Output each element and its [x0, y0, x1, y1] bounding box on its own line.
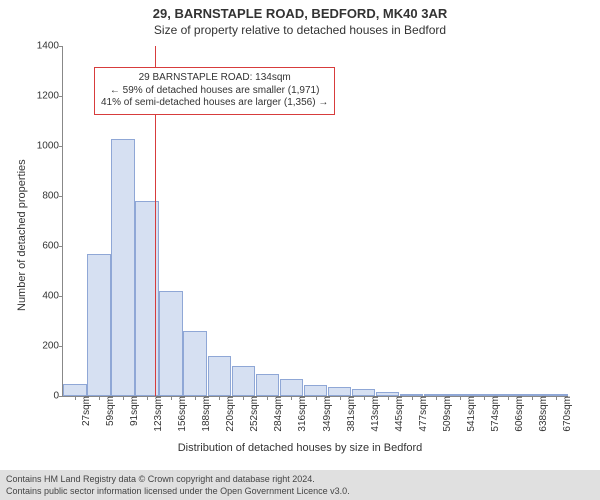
xtick-label: 574sqm	[488, 396, 501, 432]
x-axis-label: Distribution of detached houses by size …	[0, 442, 600, 454]
xtick-label: 381sqm	[344, 396, 357, 432]
histogram-bar	[280, 379, 304, 397]
histogram-bar	[352, 389, 376, 397]
chart-container: 29, BARNSTAPLE ROAD, BEDFORD, MK40 3AR S…	[0, 0, 600, 500]
annotation-box: 29 BARNSTAPLE ROAD: 134sqm← 59% of detac…	[94, 67, 335, 115]
histogram-bar	[256, 374, 280, 397]
xtick-mark	[412, 396, 413, 400]
xtick-mark	[195, 396, 196, 400]
xtick-label: 188sqm	[199, 396, 212, 432]
xtick-label: 91sqm	[127, 396, 140, 426]
xtick-mark	[460, 396, 461, 400]
xtick-label: 541sqm	[464, 396, 477, 432]
xtick-label: 477sqm	[416, 396, 429, 432]
xtick-mark	[147, 396, 148, 400]
ytick-mark	[59, 96, 63, 97]
xtick-mark	[436, 396, 437, 400]
xtick-mark	[219, 396, 220, 400]
histogram-bar	[63, 384, 87, 397]
xtick-label: 59sqm	[103, 396, 116, 426]
ytick-mark	[59, 246, 63, 247]
y-axis-label: Number of detached properties	[16, 159, 28, 311]
xtick-mark	[556, 396, 557, 400]
xtick-label: 413sqm	[368, 396, 381, 432]
xtick-mark	[364, 396, 365, 400]
histogram-bar	[208, 356, 232, 396]
xtick-mark	[532, 396, 533, 400]
xtick-mark	[291, 396, 292, 400]
annotation-line: 29 BARNSTAPLE ROAD: 134sqm	[101, 72, 328, 85]
xtick-label: 27sqm	[79, 396, 92, 426]
footer: Contains HM Land Registry data © Crown c…	[0, 470, 600, 500]
xtick-mark	[316, 396, 317, 400]
ytick-mark	[59, 46, 63, 47]
histogram-bar	[232, 366, 256, 396]
xtick-label: 445sqm	[392, 396, 405, 432]
xtick-label: 606sqm	[512, 396, 525, 432]
xtick-label: 220sqm	[223, 396, 236, 432]
xtick-mark	[171, 396, 172, 400]
xtick-label: 156sqm	[175, 396, 188, 432]
histogram-bar	[159, 291, 183, 396]
histogram-bar	[183, 331, 207, 396]
xtick-mark	[484, 396, 485, 400]
ytick-mark	[59, 196, 63, 197]
xtick-mark	[123, 396, 124, 400]
histogram-bar	[304, 385, 328, 396]
ytick-mark	[59, 346, 63, 347]
title-address: 29, BARNSTAPLE ROAD, BEDFORD, MK40 3AR	[0, 0, 600, 21]
title-subtitle: Size of property relative to detached ho…	[0, 21, 600, 37]
ytick-mark	[59, 396, 63, 397]
annotation-line: ← 59% of detached houses are smaller (1,…	[101, 85, 328, 98]
xtick-label: 252sqm	[247, 396, 260, 432]
xtick-mark	[243, 396, 244, 400]
xtick-mark	[267, 396, 268, 400]
xtick-label: 284sqm	[271, 396, 284, 432]
xtick-label: 509sqm	[440, 396, 453, 432]
xtick-label: 123sqm	[151, 396, 164, 432]
xtick-mark	[340, 396, 341, 400]
histogram-bar	[328, 387, 352, 396]
xtick-label: 670sqm	[560, 396, 573, 432]
xtick-label: 349sqm	[320, 396, 333, 432]
xtick-mark	[75, 396, 76, 400]
footer-line: Contains HM Land Registry data © Crown c…	[6, 474, 594, 486]
ytick-mark	[59, 146, 63, 147]
xtick-label: 638sqm	[536, 396, 549, 432]
ytick-mark	[59, 296, 63, 297]
xtick-mark	[388, 396, 389, 400]
xtick-label: 316sqm	[295, 396, 308, 432]
xtick-mark	[508, 396, 509, 400]
plot-area: 020040060080010001200140027sqm59sqm91sqm…	[62, 46, 568, 397]
xtick-mark	[99, 396, 100, 400]
histogram-bar	[111, 139, 135, 397]
footer-line: Contains public sector information licen…	[6, 486, 594, 498]
annotation-line: 41% of semi-detached houses are larger (…	[101, 97, 328, 110]
histogram-bar	[87, 254, 111, 397]
